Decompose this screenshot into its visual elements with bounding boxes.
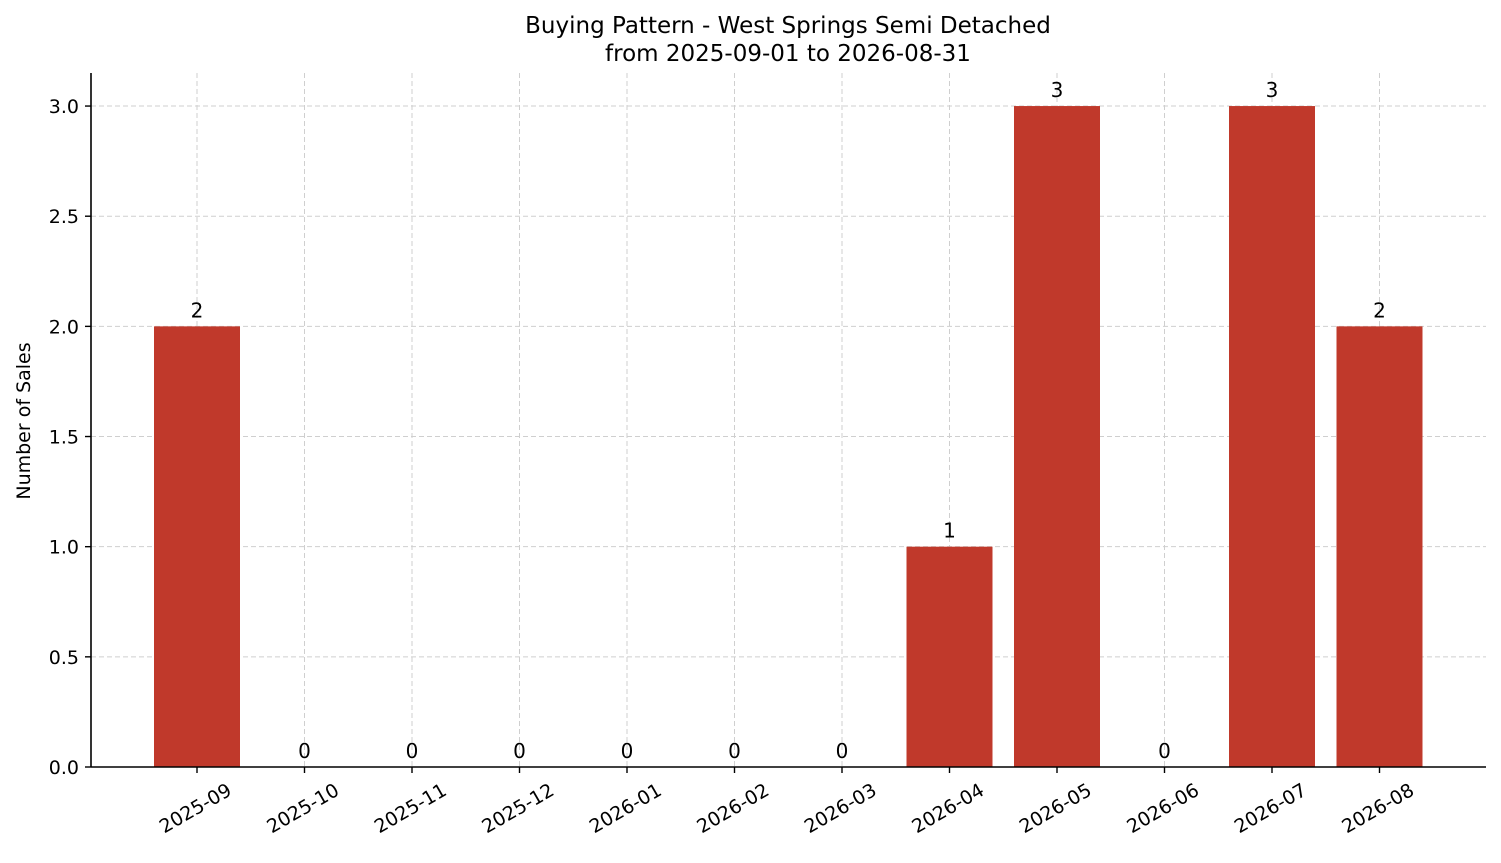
bar-value-label: 0	[406, 739, 419, 763]
y-tick-label: 0.0	[49, 757, 79, 779]
bar	[1336, 326, 1423, 767]
x-tick-label: 2026-05	[1016, 779, 1096, 838]
chart-subtitle: from 2025-09-01 to 2026-08-31	[605, 41, 971, 67]
y-tick-label: 1.0	[49, 537, 79, 559]
bar-value-label: 0	[298, 739, 311, 763]
bar-value-label: 0	[836, 739, 849, 763]
y-tick-label: 1.5	[49, 427, 79, 449]
x-tick-label: 2025-09	[156, 779, 236, 838]
x-tick-label: 2026-07	[1231, 779, 1311, 838]
y-tick-label: 2.0	[49, 316, 79, 338]
y-tick-label: 0.5	[49, 647, 79, 669]
bar-value-label: 0	[513, 739, 526, 763]
chart-title: Buying Pattern - West Springs Semi Detac…	[525, 13, 1051, 39]
x-tick-label: 2026-02	[693, 779, 773, 838]
x-tick-label: 2026-06	[1123, 779, 1203, 838]
bars	[154, 106, 1423, 768]
bar	[1229, 106, 1315, 768]
x-tick-label: 2025-10	[263, 779, 343, 838]
bar-labels: 2 0 0 0 0 0 0 1 3 0 3 2	[191, 78, 1386, 763]
bar	[1014, 106, 1100, 768]
x-tick-label: 2026-01	[586, 779, 666, 838]
bar-value-label: 0	[728, 739, 741, 763]
bar-value-label: 3	[1266, 78, 1279, 102]
axes	[90, 73, 1486, 768]
bar-value-label: 2	[191, 298, 204, 322]
bar-value-label: 0	[1158, 739, 1171, 763]
x-ticks: 2025-09 2025-10 2025-11 2025-12 2026-01 2026-…	[156, 767, 1418, 838]
x-tick-label: 2026-04	[908, 779, 988, 838]
y-ticks: 0.0 0.5 1.0 1.5 2.0 2.5 3.0	[49, 96, 91, 779]
x-tick-label: 2026-03	[801, 779, 881, 838]
bar-value-label: 0	[621, 739, 634, 763]
bar	[154, 326, 240, 767]
y-tick-label: 3.0	[49, 96, 79, 118]
bar	[906, 546, 993, 767]
y-tick-label: 2.5	[49, 206, 79, 228]
bar-value-label: 3	[1051, 78, 1064, 102]
bar-value-label: 1	[943, 519, 956, 543]
x-tick-label: 2026-08	[1338, 779, 1418, 838]
x-tick-label: 2025-12	[478, 779, 558, 838]
bar-value-label: 2	[1373, 298, 1386, 322]
x-tick-label: 2025-11	[371, 779, 451, 838]
y-axis-label: Number of Sales	[13, 342, 35, 499]
